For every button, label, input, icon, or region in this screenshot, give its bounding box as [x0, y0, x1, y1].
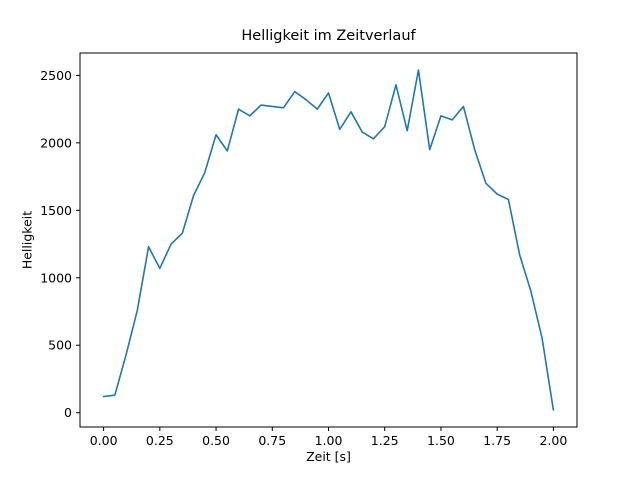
x-tick-label: 0.50: [202, 433, 230, 448]
x-tick-label: 1.00: [315, 433, 343, 448]
y-tick-label: 2000: [40, 135, 72, 150]
axes-frame: [79, 52, 578, 428]
x-tick-label: 1.50: [427, 433, 455, 448]
y-axis-label: Helligkeit: [19, 210, 35, 270]
y-tick-label: 1000: [40, 270, 72, 285]
x-tick-label: 2.00: [539, 433, 567, 448]
x-axis-label: Zeit [s]: [306, 449, 351, 464]
y-tick-label: 500: [48, 338, 72, 353]
data-line: [102, 69, 555, 411]
y-tick-label: 1500: [40, 203, 72, 218]
y-tick-label: 2500: [40, 68, 72, 83]
x-tick-label: 0.00: [90, 433, 118, 448]
x-tick-label: 0.25: [146, 433, 174, 448]
x-tick-label: 0.75: [258, 433, 286, 448]
y-tick-label: 0: [64, 405, 72, 420]
x-tick-label: 1.75: [483, 433, 511, 448]
chart-title: Helligkeit im Zeitverlauf: [241, 28, 416, 44]
x-tick-label: 1.25: [371, 433, 399, 448]
